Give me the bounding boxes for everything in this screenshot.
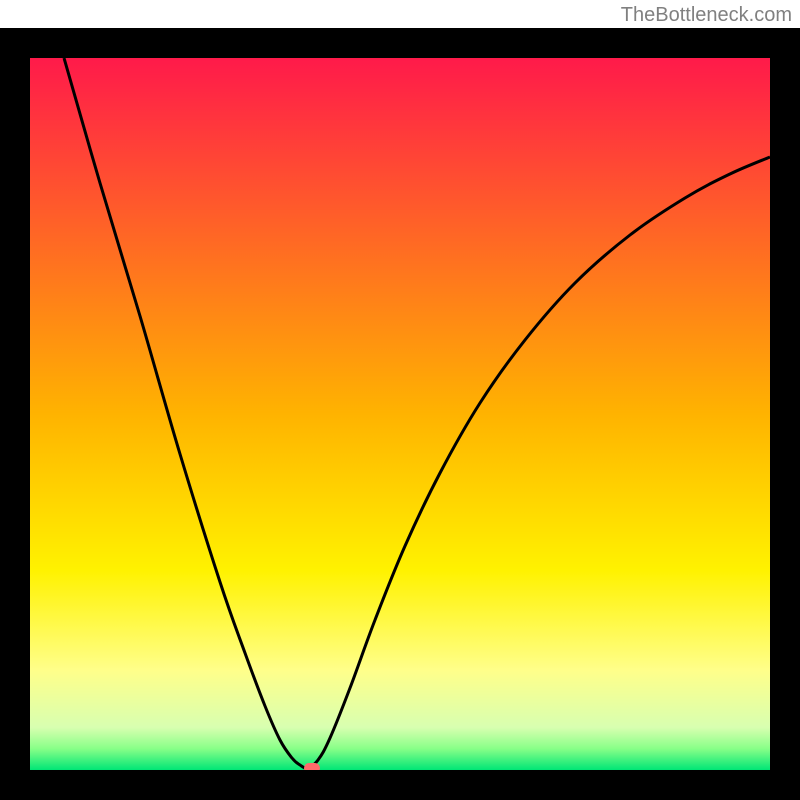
bottleneck-curve — [30, 58, 770, 770]
watermark-text: TheBottleneck.com — [621, 4, 792, 27]
chart-border — [0, 28, 800, 800]
min-point-marker — [304, 763, 320, 770]
chart-plot — [30, 58, 770, 770]
